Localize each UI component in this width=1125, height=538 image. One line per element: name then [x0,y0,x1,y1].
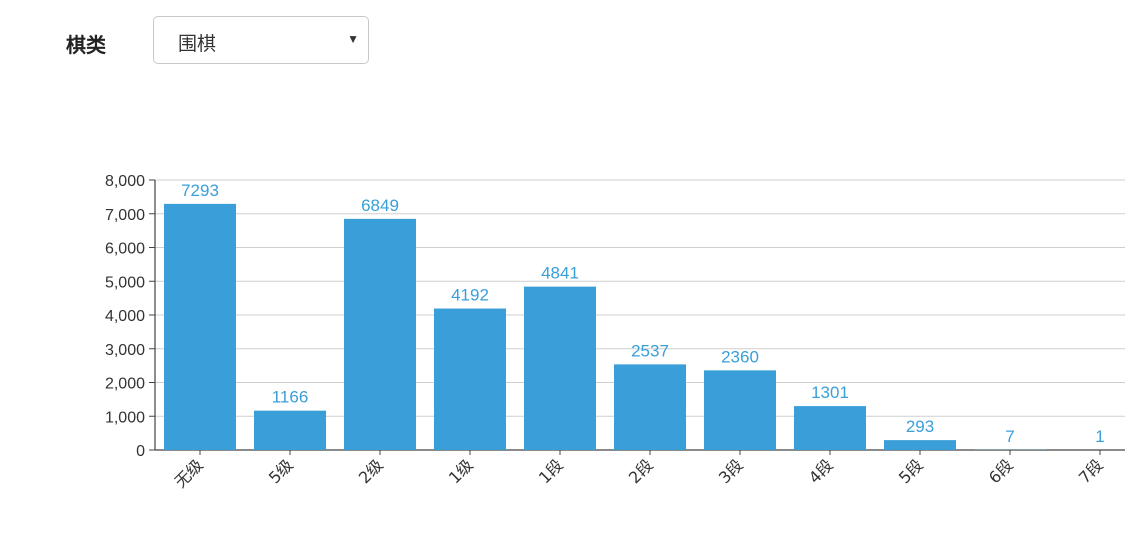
x-tick-label: 3段 [715,455,747,487]
y-tick-labels: 0 1,000 2,000 3,000 4,000 5,000 6,000 7,000 8,00… [105,173,145,460]
bars [164,203,1125,450]
x-tick-label: 无级 [171,455,207,491]
x-tick-label: 6段 [985,455,1017,487]
bar[interactable] [434,308,506,450]
data-label: 7293 [181,181,219,200]
game-type-select[interactable]: 围棋 ▼ [153,16,369,64]
x-tick-label: 1段 [535,455,567,487]
bar[interactable] [614,364,686,450]
bar[interactable] [884,440,956,450]
data-label: 2537 [631,341,669,360]
filter-label: 棋类 [66,33,106,57]
y-tick-label: 1,000 [105,409,145,426]
data-label: 4841 [541,264,579,283]
x-tick-label: 4段 [805,455,837,487]
data-label: 293 [906,417,934,436]
bar[interactable] [524,286,596,450]
y-tick-label: 2,000 [105,376,145,393]
y-tick-label: 6,000 [105,241,145,258]
data-label: 1166 [272,388,309,407]
y-tick-label: 0 [136,443,145,460]
x-tick-label: 2段 [625,455,657,487]
bar[interactable] [704,370,776,450]
bar[interactable] [164,203,236,450]
data-label: 1 [1095,427,1104,446]
data-label: 7 [1005,427,1014,446]
triangle-down-icon: ▼ [347,32,359,46]
x-tick-label: 5段 [895,455,927,487]
y-tick-label: 4,000 [105,308,145,325]
y-tick-label: 8,000 [105,173,145,190]
x-tick-label: 2级 [355,455,387,487]
data-label: 1301 [811,383,849,402]
category-labels: 无级 5级 2级 1级 1段 2段 3段 4段 5段 6段 7段 [171,455,1107,491]
select-value: 围棋 [178,33,217,55]
bar[interactable] [254,410,326,450]
data-label: 4192 [451,286,489,305]
bar[interactable] [794,406,866,450]
x-tick-label: 7段 [1075,455,1107,487]
bar[interactable] [344,218,416,450]
y-tick-label: 7,000 [105,207,145,224]
y-tick-label: 3,000 [105,342,145,359]
x-tick-label: 5级 [265,455,297,487]
data-label: 2360 [721,347,759,366]
x-tick-label: 1级 [445,455,477,487]
data-label: 6849 [361,196,399,215]
value-labels: 7293 1166 6849 4192 4841 2537 2360 1301 293 7 1 [181,181,1105,446]
y-tick-label: 5,000 [105,274,145,291]
